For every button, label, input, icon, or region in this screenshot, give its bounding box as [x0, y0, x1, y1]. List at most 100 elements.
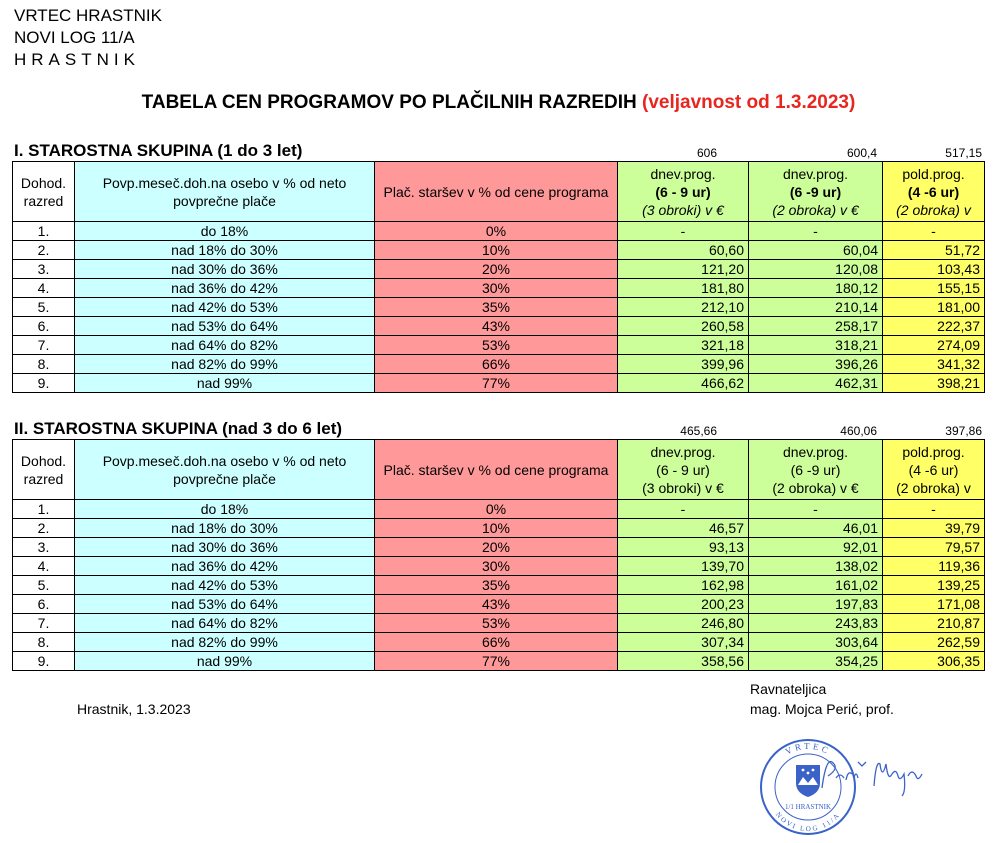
group1-base-price-3: 517,15 [945, 146, 982, 160]
cell-parent-share: 30% [374, 556, 618, 576]
table-row: 2. nad 18% do 30% 10% 46,57 46,01 39,79 [12, 518, 985, 538]
table-row: 8. nad 82% do 99% 66% 399,96 396,26 341,32 [12, 354, 985, 374]
cell-price-halfday: 79,57 [882, 537, 985, 557]
cell-class: 7. [12, 613, 75, 633]
cell-price-daily-2meals: 180,12 [748, 278, 883, 298]
header-income-class: Dohod. razred [12, 439, 75, 500]
stamp-center-text: 1/1 HRASTNIK [785, 803, 831, 811]
cell-parent-share: 20% [374, 259, 618, 279]
cell-parent-share: 66% [374, 632, 618, 652]
cell-parent-share: 20% [374, 537, 618, 557]
cell-price-daily-3meals: 46,57 [617, 518, 749, 538]
header-line: razred [23, 470, 64, 487]
table-row: 3. nad 30% do 36% 20% 121,20 120,08 103,43 [12, 259, 985, 279]
title-main: TABELA CEN PROGRAMOV PO PLAČILNIH RAZRED… [141, 92, 637, 113]
header-line: (4 -6 ur) [908, 461, 959, 478]
header-line: (4 -6 ur) [907, 183, 960, 200]
title-validity: (veljavnost od 1.3.2023) [642, 92, 856, 113]
cell-price-daily-3meals: 399,96 [617, 354, 749, 374]
cell-income-range: nad 82% do 99% [74, 632, 375, 652]
cell-price-daily-2meals: - [748, 499, 883, 519]
cell-price-halfday: 51,72 [882, 240, 985, 260]
header-col1: dnev.prog. (6 - 9 ur) (3 obroki) v € [617, 161, 749, 222]
cell-price-daily-3meals: 162,98 [617, 575, 749, 595]
cell-class: 4. [12, 278, 75, 298]
org-city: HRASTNIK [14, 50, 140, 69]
cell-class: 8. [12, 354, 75, 374]
cell-class: 5. [12, 297, 75, 317]
header-col3: pold.prog. (4 -6 ur) (2 obroka) v [882, 161, 985, 222]
cell-price-daily-3meals: 358,56 [617, 651, 749, 671]
cell-income-range: nad 99% [74, 373, 375, 393]
cell-parent-share: 53% [374, 335, 618, 355]
table-row: 7. nad 64% do 82% 53% 246,80 243,83 210,87 [12, 613, 985, 633]
cell-price-daily-3meals: 466,62 [617, 373, 749, 393]
header-line: (6 - 9 ur) [655, 183, 711, 200]
header-col2: dnev.prog. (6 -9 ur) (2 obroka) v € [748, 439, 883, 500]
cell-price-daily-3meals: 321,18 [617, 335, 749, 355]
cell-price-halfday: 262,59 [882, 632, 985, 652]
cell-class: 4. [12, 556, 75, 576]
cell-income-range: nad 30% do 36% [74, 537, 375, 557]
cell-price-daily-2meals: 318,21 [748, 335, 883, 355]
cell-price-daily-3meals: 212,10 [617, 297, 749, 317]
header-line: dnev.prog. [650, 443, 716, 460]
cell-parent-share: 35% [374, 575, 618, 595]
group2-base-price-2: 460,06 [840, 424, 877, 438]
header-parent-share: Plač. staršev v % od cene programa [374, 439, 618, 500]
org-address: NOVI LOG 11/A [14, 28, 135, 47]
table-row: 4. nad 36% do 42% 30% 181,80 180,12 155,15 [12, 278, 985, 298]
cell-income-range: nad 64% do 82% [74, 613, 375, 633]
header-line: dnev.prog. [782, 443, 849, 460]
cell-price-daily-2meals: 258,17 [748, 316, 883, 336]
cell-price-daily-2meals: 303,64 [748, 632, 883, 652]
cell-price-daily-2meals: 396,26 [748, 354, 883, 374]
cell-price-daily-3meals: 307,34 [617, 632, 749, 652]
cell-parent-share: 0% [374, 499, 618, 519]
cell-price-daily-2meals: 197,83 [748, 594, 883, 614]
header-line: pold.prog. [902, 165, 965, 182]
cell-price-daily-3meals: - [617, 499, 749, 519]
cell-parent-share: 77% [374, 651, 618, 671]
group1-base-price-2: 600,4 [846, 146, 877, 160]
cell-class: 5. [12, 575, 75, 595]
cell-price-halfday: 139,25 [882, 575, 985, 595]
cell-income-range: nad 18% do 30% [74, 518, 375, 538]
header-col3: pold.prog. (4 -6 ur) (2 obroka) v [882, 439, 985, 500]
cell-price-daily-2meals: 354,25 [748, 651, 883, 671]
signature [821, 760, 923, 797]
cell-price-daily-2meals: 138,02 [748, 556, 883, 576]
cell-parent-share: 0% [374, 221, 618, 241]
header-line: (6 -9 ur) [790, 461, 841, 478]
cell-price-halfday: 306,35 [882, 651, 985, 671]
stamp-bottom-text: NOVI LOG 11/A [774, 811, 840, 833]
header-line: (2 obroka) v [896, 201, 971, 218]
header-income-percent: Povp.meseč.doh.na osebo v % od neto povp… [74, 439, 375, 500]
cell-class: 3. [12, 537, 75, 557]
cell-parent-share: 77% [374, 373, 618, 393]
cell-price-daily-3meals: 246,80 [617, 613, 749, 633]
cell-price-halfday: 274,09 [882, 335, 985, 355]
cell-price-daily-2meals: 92,01 [748, 537, 883, 557]
cell-class: 1. [12, 221, 75, 241]
table-row: 5. nad 42% do 53% 35% 162,98 161,02 139,25 [12, 575, 985, 595]
header-line: (2 obroka) v € [772, 479, 859, 496]
cell-class: 8. [12, 632, 75, 652]
cell-price-daily-2meals: 161,02 [748, 575, 883, 595]
org-name: VRTEC HRASTNIK [14, 6, 162, 25]
cell-class: 1. [12, 499, 75, 519]
cell-income-range: nad 30% do 36% [74, 259, 375, 279]
cell-parent-share: 43% [374, 316, 618, 336]
cell-income-range: nad 64% do 82% [74, 335, 375, 355]
cell-income-range: nad 36% do 42% [74, 278, 375, 298]
cell-price-halfday: - [882, 221, 985, 241]
signatory-name: mag. Mojca Perić, prof. [750, 701, 894, 717]
header-line: (6 -9 ur) [789, 183, 842, 200]
cell-parent-share: 10% [374, 518, 618, 538]
cell-price-daily-2meals: - [748, 221, 883, 241]
header-col2: dnev.prog. (6 -9 ur) (2 obroka) v € [748, 161, 883, 222]
cell-price-halfday: 398,21 [882, 373, 985, 393]
cell-income-range: do 18% [74, 499, 375, 519]
page-title: TABELA CEN PROGRAMOV PO PLAČILNIH RAZRED… [0, 92, 997, 114]
cell-class: 2. [12, 518, 75, 538]
